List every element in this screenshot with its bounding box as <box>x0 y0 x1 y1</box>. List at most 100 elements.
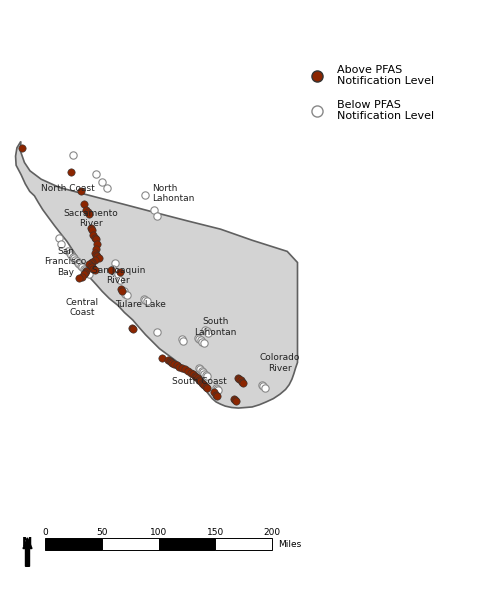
Point <box>153 211 161 221</box>
Point <box>202 382 210 391</box>
Point <box>260 381 268 391</box>
Point <box>142 295 150 305</box>
Point <box>202 326 210 336</box>
Point <box>129 324 137 334</box>
Point <box>232 396 240 406</box>
Point <box>199 379 207 388</box>
Point <box>199 368 207 377</box>
Point <box>213 391 221 401</box>
Bar <box>158 538 216 550</box>
Point <box>194 374 202 383</box>
Point <box>81 265 89 275</box>
Point <box>77 261 85 270</box>
Point <box>54 233 62 243</box>
Point <box>172 361 180 370</box>
Point <box>66 167 74 177</box>
Bar <box>102 538 158 550</box>
Point <box>179 336 187 346</box>
Point <box>66 248 74 258</box>
Point <box>72 256 80 266</box>
Point <box>116 267 124 277</box>
Point <box>78 263 86 272</box>
Point <box>92 169 100 178</box>
Point <box>110 267 118 276</box>
Point <box>88 225 96 235</box>
Point <box>95 253 103 262</box>
Point <box>80 199 88 209</box>
Point <box>186 368 194 378</box>
Point <box>88 257 96 266</box>
Point <box>194 333 202 342</box>
Point <box>190 371 198 380</box>
Point <box>108 265 116 275</box>
Point <box>200 339 207 348</box>
Text: 50: 50 <box>96 528 108 537</box>
Text: 200: 200 <box>264 528 281 537</box>
Text: San Joaquin
River: San Joaquin River <box>92 266 145 285</box>
Point <box>236 375 244 385</box>
Point <box>122 289 130 298</box>
Text: South Coast: South Coast <box>172 377 226 385</box>
Point <box>198 337 206 346</box>
Point <box>213 384 221 394</box>
Point <box>198 378 205 387</box>
Point <box>85 260 93 269</box>
Point <box>202 370 210 380</box>
Point <box>118 286 126 295</box>
Point <box>78 187 86 196</box>
Point <box>197 336 205 345</box>
Point <box>90 265 98 275</box>
Point <box>196 365 204 374</box>
Point <box>122 290 130 299</box>
Point <box>203 372 211 381</box>
Point <box>92 234 100 244</box>
Point <box>110 264 118 273</box>
Point <box>117 285 125 294</box>
Point <box>68 151 76 160</box>
Point <box>72 255 80 264</box>
Point <box>111 258 119 267</box>
Point <box>235 374 243 384</box>
Point <box>128 323 136 332</box>
Point <box>238 377 246 387</box>
Text: Central
Coast: Central Coast <box>66 298 99 317</box>
Point <box>260 382 268 392</box>
Point <box>195 364 203 373</box>
Point <box>76 273 84 283</box>
Point <box>86 261 94 270</box>
Point <box>82 267 90 276</box>
Point <box>167 357 175 366</box>
Point <box>150 205 158 215</box>
Point <box>196 377 204 386</box>
Point <box>92 250 100 260</box>
Point <box>196 334 203 343</box>
Point <box>164 355 172 365</box>
Point <box>184 366 192 375</box>
Point <box>85 269 93 279</box>
Point <box>178 334 186 344</box>
Point <box>178 364 186 373</box>
Point <box>85 210 93 219</box>
Point <box>210 387 218 397</box>
Point <box>200 381 208 390</box>
Text: South
Lahontan: South Lahontan <box>194 317 236 337</box>
Point <box>76 259 84 269</box>
Legend: Above PFAS
Notification Level, Below PFAS
Notification Level: Above PFAS Notification Level, Below PFA… <box>306 65 434 122</box>
Point <box>64 247 72 256</box>
Text: 100: 100 <box>150 528 168 537</box>
Point <box>90 231 98 240</box>
Point <box>78 272 86 282</box>
Point <box>58 239 66 248</box>
Point <box>202 325 209 334</box>
Point <box>192 372 200 382</box>
Text: Miles: Miles <box>278 540 301 549</box>
Text: 0: 0 <box>42 528 48 537</box>
Text: North
Lahontan: North Lahontan <box>152 184 194 203</box>
Point <box>153 327 161 337</box>
Point <box>212 390 220 400</box>
Point <box>80 269 88 279</box>
Point <box>181 365 189 374</box>
Point <box>190 369 198 379</box>
Point <box>212 382 220 392</box>
Point <box>195 375 203 384</box>
